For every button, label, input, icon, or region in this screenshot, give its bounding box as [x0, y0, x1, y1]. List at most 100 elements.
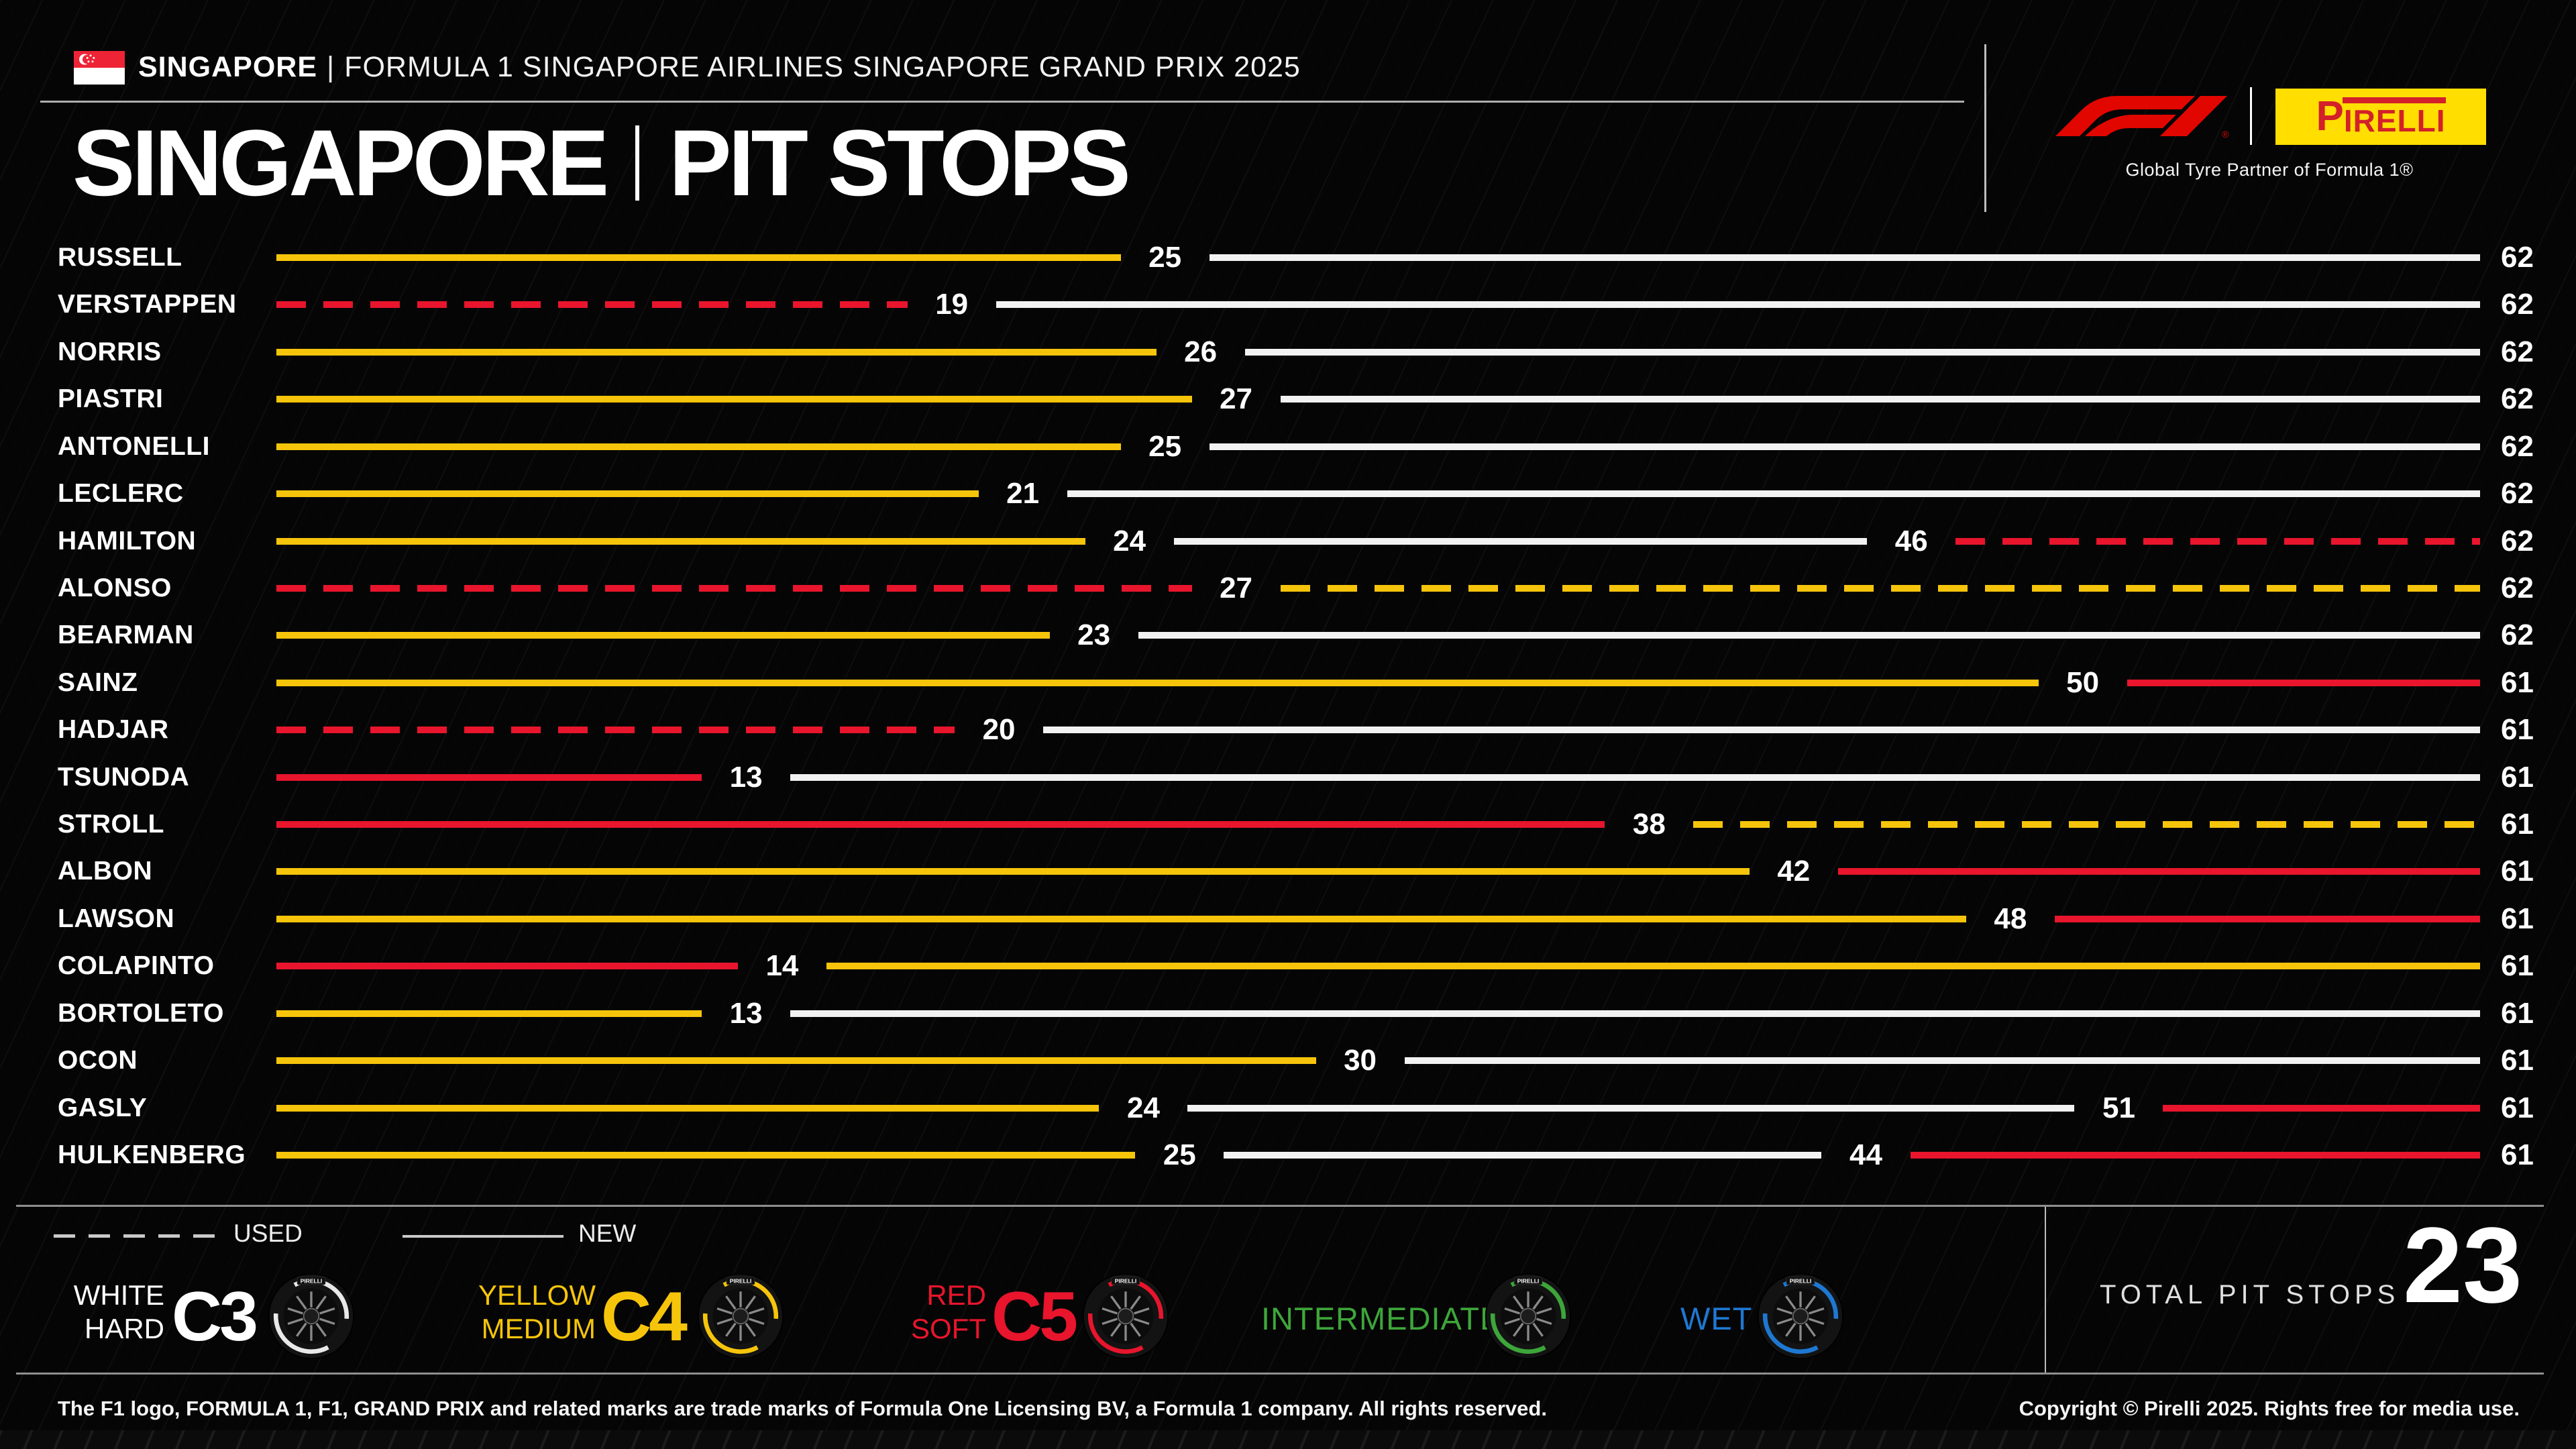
pit-stop-lap: 25	[1163, 1138, 1196, 1171]
pit-stop-lap: 25	[1148, 241, 1182, 274]
driver-row: VERSTAPPEN 19 62	[0, 281, 2576, 328]
footer-trademark-text: The F1 logo, FORMULA 1, F1, GRAND PRIX a…	[58, 1397, 1547, 1420]
stint-segment-soft-new	[276, 963, 738, 970]
total-laps: 62	[2501, 429, 2534, 463]
svg-text:PIRELLI: PIRELLI	[1115, 1278, 1136, 1285]
driver-name: COLAPINTO	[58, 951, 215, 981]
pit-stop-lap: 13	[729, 996, 763, 1030]
pit-stop-lap: 42	[1777, 855, 1811, 888]
stint-segment-hard-new	[1067, 490, 2480, 498]
stint-segment-medium-used	[1280, 584, 2480, 592]
total-laps: 62	[2501, 288, 2534, 321]
stint-segment-soft-new	[2054, 915, 2480, 922]
pirelli-logo-p: P	[2316, 93, 2344, 140]
svg-text:PIRELLI: PIRELLI	[730, 1278, 751, 1285]
driver-row: HADJAR 20 61	[0, 706, 2576, 753]
soft-code: C5	[991, 1278, 1078, 1356]
partner-tagline: Global Tyre Partner of Formula 1®	[2125, 160, 2414, 180]
soft-color-word: RED	[926, 1279, 986, 1311]
soft-compound-label: RED SOFT	[859, 1279, 986, 1346]
page-title: SINGAPORE PIT STOPS	[72, 110, 1131, 215]
driver-row: ALBON 42 61	[0, 848, 2576, 895]
stint-segment-hard-new	[1209, 443, 2480, 450]
stint-segment-medium-new	[276, 348, 1157, 356]
total-laps: 61	[2501, 1091, 2534, 1124]
driver-row: SAINZ 50 61	[0, 659, 2576, 706]
stint-segment-medium-new	[276, 1151, 1136, 1159]
total-laps: 61	[2501, 902, 2534, 935]
medium-code: C4	[601, 1278, 688, 1356]
total-laps: 62	[2501, 619, 2534, 652]
stint-segment-soft-new	[276, 773, 702, 781]
stint-segment-hard-new	[1209, 254, 2480, 261]
stint-segment-hard-new	[1224, 1151, 1822, 1159]
stint-segment-soft-used	[1955, 537, 2480, 545]
stint-segment-medium-new	[276, 632, 1050, 639]
pit-stop-lap: 51	[2102, 1091, 2135, 1124]
stint-segment-medium-new	[276, 915, 1966, 922]
medium-compound-label: YELLOW MEDIUM	[389, 1279, 596, 1346]
used-label: USED	[233, 1220, 303, 1247]
stint-segment-hard-new	[790, 1010, 2480, 1017]
medium-color-word: YELLOW	[478, 1279, 596, 1311]
svg-text:®: ®	[2222, 129, 2229, 140]
driver-name: LECLERC	[58, 479, 184, 508]
wet-label: WET	[1680, 1301, 1753, 1336]
driver-name: BEARMAN	[58, 621, 194, 650]
page-title-location: SINGAPORE	[72, 110, 609, 215]
stint-segment-medium-new	[276, 396, 1192, 403]
title-divider	[635, 125, 640, 201]
hard-color-word: WHITE	[73, 1279, 164, 1311]
driver-row: BORTOLETO 13 61	[0, 990, 2576, 1037]
pirelli-logo-rest: IRELLI	[2342, 97, 2446, 136]
header-separator: |	[327, 51, 335, 83]
hard-type-word: HARD	[84, 1313, 164, 1344]
driver-name: HAMILTON	[58, 526, 197, 555]
total-laps: 62	[2501, 571, 2534, 604]
stint-segment-medium-new	[276, 679, 2039, 686]
footer-rule	[16, 1373, 2544, 1375]
pit-stop-lap: 46	[1894, 524, 1928, 557]
pit-stop-lap: 44	[1849, 1138, 1882, 1171]
driver-name: ANTONELLI	[58, 431, 210, 461]
medium-tyre-icon: PIRELLI	[696, 1272, 785, 1360]
driver-name: SAINZ	[58, 667, 138, 697]
driver-row: OCON 30 61	[0, 1037, 2576, 1084]
driver-row: ANTONELLI 25 62	[0, 423, 2576, 470]
total-laps: 61	[2501, 1138, 2534, 1171]
stint-segment-hard-new	[1187, 1104, 2075, 1112]
stint-segment-soft-used	[276, 727, 955, 734]
stint-segment-medium-new	[276, 254, 1121, 261]
header-rule	[40, 101, 1964, 103]
driver-name: OCON	[58, 1046, 138, 1075]
total-laps: 62	[2501, 382, 2534, 416]
total-pit-stops-value: 23	[2403, 1205, 2522, 1325]
wet-tyre-icon: PIRELLI	[1756, 1272, 1845, 1360]
stint-segment-hard-new	[1244, 348, 2480, 356]
driver-row: RUSSELL 25 62	[0, 234, 2576, 281]
page-title-topic: PIT STOPS	[669, 110, 1131, 215]
total-laps: 62	[2501, 524, 2534, 557]
stint-segment-hard-new	[1280, 396, 2480, 403]
pit-stop-lap: 14	[765, 949, 799, 983]
pit-stop-lap: 19	[935, 288, 969, 321]
total-laps: 61	[2501, 1044, 2534, 1077]
intermediate-label: INTERMEDIATE	[1261, 1301, 1502, 1336]
total-laps: 62	[2501, 241, 2534, 274]
stint-segment-hard-new	[1138, 632, 2480, 639]
soft-type-word: SOFT	[911, 1313, 986, 1344]
stint-segment-hard-new	[1043, 727, 2480, 734]
stint-segment-soft-used	[276, 301, 908, 309]
total-pit-stops-label: TOTAL PIT STOPS	[2100, 1280, 2400, 1309]
event-header: SINGAPORE | FORMULA 1 SINGAPORE AIRLINES S…	[138, 50, 1301, 85]
driver-row: LAWSON 48 61	[0, 896, 2576, 943]
total-laps: 61	[2501, 996, 2534, 1030]
singapore-flag-icon	[74, 51, 125, 85]
used-line-sample	[54, 1234, 219, 1238]
driver-name: HADJAR	[58, 715, 169, 745]
intermediate-tyre-icon: PIRELLI	[1484, 1272, 1572, 1360]
new-line-sample	[402, 1235, 564, 1238]
pit-stop-lap: 30	[1344, 1044, 1377, 1077]
total-laps: 61	[2501, 665, 2534, 699]
